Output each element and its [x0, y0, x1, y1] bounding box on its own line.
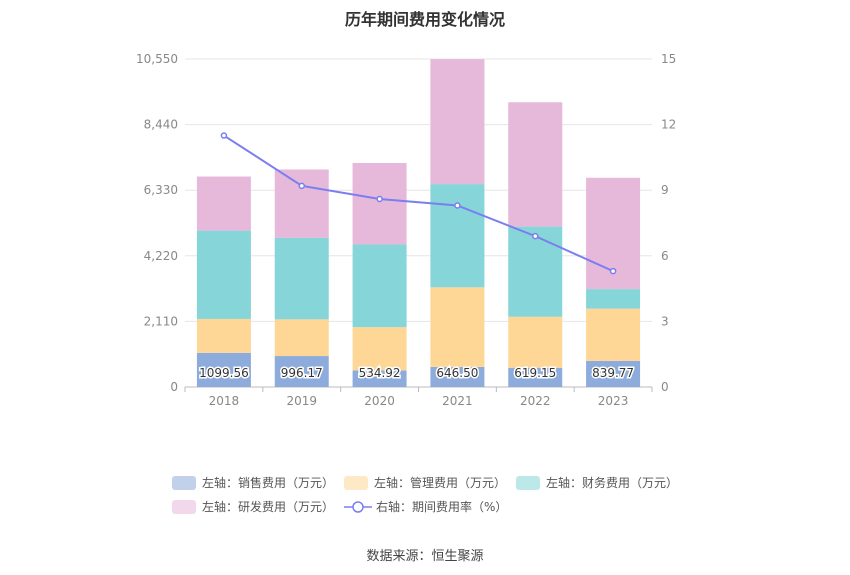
rate-line [220, 132, 617, 275]
sales-value-label: 839.77 [592, 366, 634, 380]
sales-value-label: 534.92 [359, 366, 401, 380]
data-labels: 1099.56 996.17 534.92 646.50 619.15 839.77 [198, 365, 636, 382]
sales-value-label: 646.50 [436, 366, 478, 380]
legend-swatch-rd [172, 499, 196, 514]
bar-admin [586, 308, 641, 361]
chart-title: 历年期间费用变化情况 [344, 10, 505, 29]
bar-finance [274, 237, 329, 320]
left-tick-label: 8,440 [144, 118, 178, 132]
left-tick-label: 2,110 [144, 314, 178, 328]
legend-line-icon [344, 500, 372, 513]
right-tick-label: 6 [661, 249, 669, 263]
legend-item-sales[interactable]: 左轴：销售费用（万元） [172, 474, 334, 491]
right-tick-label: 15 [661, 52, 676, 66]
bar-sales [196, 352, 251, 387]
left-tick-label: 4,220 [144, 249, 178, 263]
x-tick-label: 2022 [520, 394, 551, 408]
bar-admin [196, 318, 251, 353]
rate-point [609, 267, 617, 275]
bar-finance [508, 226, 563, 317]
bar-finance [196, 230, 251, 319]
bar-sales [430, 366, 485, 387]
sales-value-label: 996.17 [281, 366, 323, 380]
data-source: 数据来源：恒生聚源 [366, 549, 484, 564]
bar-sales [586, 360, 641, 387]
legend-swatch-finance [516, 475, 540, 490]
bar-rd [274, 169, 329, 238]
legend-item-admin[interactable]: 左轴：管理费用（万元） [344, 474, 506, 491]
legend-swatch-admin [344, 475, 368, 490]
legend-label-rd: 左轴：研发费用（万元） [202, 500, 335, 514]
rate-point [376, 195, 383, 203]
bar-sales [508, 367, 563, 387]
bar-rd [508, 102, 563, 227]
legend-item-finance[interactable]: 左轴：财务费用（万元） [516, 474, 678, 491]
bar-rd [196, 176, 251, 231]
left-tick-label: 6,330 [144, 183, 178, 197]
legend-label-admin: 左轴：管理费用（万元） [374, 476, 507, 490]
x-axis: 2018 2019 2020 2021 2022 2023 [184, 387, 653, 408]
x-tick-label: 2021 [442, 394, 473, 408]
bar-finance [430, 184, 485, 288]
x-tick-label: 2023 [598, 394, 629, 408]
rate-point [532, 232, 539, 240]
sales-value-label: 1099.56 [199, 366, 249, 380]
rate-point [220, 132, 228, 139]
bar-admin [430, 287, 485, 367]
right-axis: 0 3 6 9 12 15 [661, 52, 676, 394]
x-tick-label: 2020 [364, 394, 395, 408]
rate-point [454, 202, 461, 209]
x-tick-label: 2018 [209, 394, 240, 408]
right-tick-label: 3 [661, 314, 669, 328]
bar-rd [430, 59, 485, 185]
legend-label-sales: 左轴：销售费用（万元） [202, 476, 335, 490]
x-tick-label: 2019 [286, 394, 317, 408]
right-tick-label: 9 [661, 183, 669, 197]
grid-lines [185, 58, 652, 388]
bar-finance [586, 289, 641, 309]
legend-item-rd[interactable]: 左轴：研发费用（万元） [172, 498, 334, 515]
legend-label-finance: 左轴：财务费用（万元） [546, 476, 679, 490]
left-axis: 0 2,110 4,220 6,330 8,440 10,550 [136, 52, 178, 394]
legend-label-rate: 右轴：期间费用率（%） [376, 500, 508, 514]
bar-finance [352, 244, 407, 328]
bar-sales [274, 356, 329, 387]
legend-swatch-sales [172, 475, 196, 490]
right-tick-label: 12 [661, 118, 676, 132]
left-tick-label: 0 [170, 380, 178, 394]
left-tick-label: 10,550 [136, 52, 178, 66]
right-tick-label: 0 [661, 380, 669, 394]
bar-admin [508, 316, 563, 368]
legend-item-rate[interactable]: 右轴：期间费用率（%） [344, 498, 507, 515]
bar-rd [352, 162, 407, 245]
sales-value-label: 619.15 [514, 366, 556, 380]
bar-sales [352, 370, 407, 387]
bar-admin [274, 319, 329, 357]
rate-line-path [223, 134, 614, 273]
bar-admin [352, 327, 407, 371]
bars [196, 59, 641, 387]
rate-point [298, 182, 305, 190]
